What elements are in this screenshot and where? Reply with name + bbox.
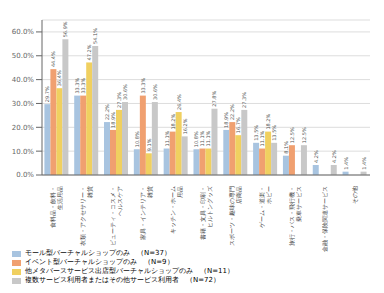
svg-text:1.4%: 1.4%: [343, 157, 349, 170]
svg-text:30.6%: 30.6%: [152, 84, 158, 100]
svg-text:ゲーム・道楽・ホビー: ゲーム・道楽・ホビー: [258, 186, 272, 228]
svg-text:22.2%: 22.2%: [229, 104, 236, 121]
svg-text:13.5%: 13.5%: [253, 124, 260, 141]
svg-text:8.1%: 8.1%: [282, 141, 289, 154]
svg-text:4.2%: 4.2%: [313, 150, 319, 163]
svg-text:33.3%: 33.3%: [140, 77, 146, 93]
svg-text:47.2%: 47.2%: [86, 44, 92, 60]
svg-text:16.7%: 16.7%: [235, 117, 241, 133]
svg-text:ビューティ・コスメ・ヘルスケア: ビューティ・コスメ・ヘルスケア: [109, 186, 123, 246]
svg-text:16.2%: 16.2%: [182, 118, 188, 134]
svg-text:10.0%: 10.0%: [12, 148, 35, 156]
svg-text:衣類・アクセサリー・雑貨: 衣類・アクセサリー・雑貨: [79, 186, 94, 246]
svg-text:1.4%: 1.4%: [361, 157, 367, 170]
svg-text:旅行・バス・飛行機・乗車サービス: 旅行・バス・飛行機・乗車サービス: [288, 186, 302, 246]
svg-text:金融・保険関連サービス: 金融・保険関連サービス: [321, 186, 328, 252]
svg-text:56.9%: 56.9%: [62, 21, 68, 37]
svg-text:11.1%: 11.1%: [199, 130, 206, 147]
svg-text:キッチン・ホーム用品: キッチン・ホーム用品: [169, 186, 183, 234]
svg-text:33.3%: 33.3%: [74, 77, 81, 94]
svg-text:27.8%: 27.8%: [211, 91, 217, 107]
svg-text:12.5%: 12.5%: [289, 127, 295, 143]
svg-text:9.1%: 9.1%: [146, 138, 152, 151]
svg-text:家具・インテリア・雑貨: 家具・インテリア・雑貨: [139, 186, 154, 240]
svg-text:0.0%: 0.0%: [16, 171, 34, 179]
svg-text:スポーツ・趣味の専門店商品: スポーツ・趣味の専門店商品: [228, 186, 242, 246]
html-text:他メタバースサービス出店型バーチャルショップのみ （N=11: 他メタバースサービス出店型バーチャルショップのみ （N=11）: [25, 267, 234, 275]
svg-text:30.0%: 30.0%: [12, 100, 35, 108]
svg-text:54.1%: 54.1%: [92, 28, 98, 44]
svg-text:20.0%: 20.0%: [12, 124, 35, 132]
svg-text:33.3%: 33.3%: [80, 77, 86, 93]
svg-text:4.2%: 4.2%: [331, 150, 337, 163]
svg-text:18.9%: 18.9%: [223, 112, 230, 128]
svg-text:27.3%: 27.3%: [116, 92, 122, 108]
svg-text:12.5%: 12.5%: [301, 127, 307, 143]
html-text:イベント型バーチャルショップのみ （N=9）: イベント型バーチャルショップのみ （N=9）: [25, 258, 174, 266]
svg-text:18.2%: 18.2%: [170, 113, 176, 129]
svg-text:食料品・飲料・生活用品: 食料品・飲料・生活用品: [49, 186, 63, 228]
svg-text:11.1%: 11.1%: [259, 130, 265, 146]
svg-text:36.4%: 36.4%: [56, 70, 62, 86]
svg-text:60.0%: 60.0%: [12, 28, 35, 36]
svg-text:27.3%: 27.3%: [241, 92, 247, 108]
svg-text:13.5%: 13.5%: [271, 125, 277, 141]
svg-text:11.1%: 11.1%: [164, 130, 170, 146]
svg-text:26.4%: 26.4%: [176, 94, 182, 110]
svg-text:書籍・文具・印刷・ヒルトングッズ: 書籍・文具・印刷・ヒルトングッズ: [199, 185, 213, 240]
svg-text:40.0%: 40.0%: [12, 76, 35, 84]
svg-text:18.2%: 18.2%: [265, 113, 272, 130]
svg-text:18.9%: 18.9%: [110, 112, 116, 128]
svg-text:その他: その他: [351, 186, 359, 204]
svg-text:10.8%: 10.8%: [134, 131, 140, 147]
svg-text:50.0%: 50.0%: [12, 52, 35, 60]
html-text:モール型バーチャルショップのみ （N=37）: モール型バーチャルショップのみ （N=37）: [25, 249, 171, 257]
svg-text:44.4%: 44.4%: [50, 51, 56, 67]
svg-text:11.1%: 11.1%: [205, 130, 211, 146]
svg-text:10.8%: 10.8%: [193, 131, 200, 148]
svg-text:29.7%: 29.7%: [44, 86, 50, 102]
svg-text:22.2%: 22.2%: [104, 104, 110, 121]
html-text:複数サービス利用者またはその他サービス利用者 （N=72）: 複数サービス利用者またはその他サービス利用者 （N=72）: [25, 276, 220, 284]
svg-text:30.6%: 30.6%: [122, 84, 128, 100]
